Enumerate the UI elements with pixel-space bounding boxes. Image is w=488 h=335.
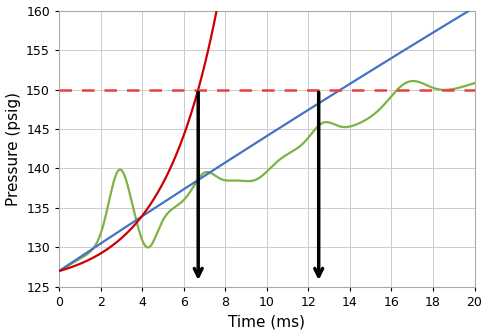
Y-axis label: Pressure (psig): Pressure (psig) bbox=[5, 92, 20, 206]
X-axis label: Time (ms): Time (ms) bbox=[228, 315, 305, 329]
